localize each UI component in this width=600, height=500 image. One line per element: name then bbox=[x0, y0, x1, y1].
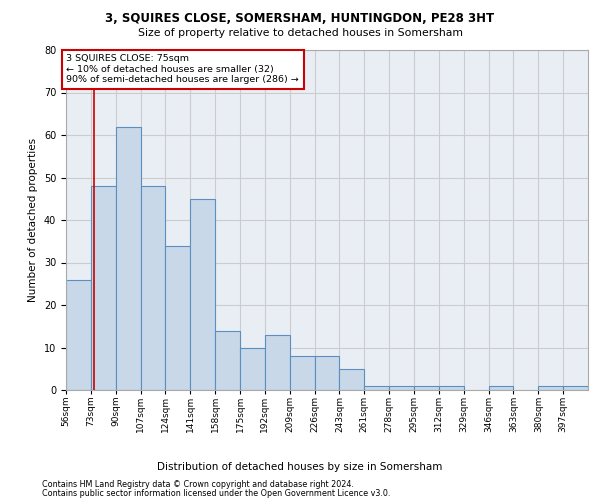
Bar bbox=[66, 280, 91, 390]
Bar bbox=[364, 386, 389, 390]
Bar bbox=[166, 246, 190, 390]
Text: Distribution of detached houses by size in Somersham: Distribution of detached houses by size … bbox=[157, 462, 443, 472]
Bar bbox=[140, 186, 166, 390]
Bar bbox=[215, 330, 240, 390]
Text: Contains public sector information licensed under the Open Government Licence v3: Contains public sector information licen… bbox=[42, 488, 391, 498]
Bar bbox=[116, 126, 140, 390]
Bar bbox=[439, 386, 464, 390]
Bar bbox=[389, 386, 414, 390]
Bar bbox=[190, 198, 215, 390]
Bar bbox=[538, 386, 563, 390]
Y-axis label: Number of detached properties: Number of detached properties bbox=[28, 138, 38, 302]
Bar bbox=[414, 386, 439, 390]
Bar bbox=[340, 369, 364, 390]
Bar bbox=[240, 348, 265, 390]
Text: Contains HM Land Registry data © Crown copyright and database right 2024.: Contains HM Land Registry data © Crown c… bbox=[42, 480, 354, 489]
Text: 3, SQUIRES CLOSE, SOMERSHAM, HUNTINGDON, PE28 3HT: 3, SQUIRES CLOSE, SOMERSHAM, HUNTINGDON,… bbox=[106, 12, 494, 26]
Text: 3 SQUIRES CLOSE: 75sqm
← 10% of detached houses are smaller (32)
90% of semi-det: 3 SQUIRES CLOSE: 75sqm ← 10% of detached… bbox=[67, 54, 299, 84]
Bar bbox=[290, 356, 314, 390]
Bar bbox=[488, 386, 514, 390]
Bar bbox=[314, 356, 340, 390]
Bar bbox=[563, 386, 588, 390]
Text: Size of property relative to detached houses in Somersham: Size of property relative to detached ho… bbox=[137, 28, 463, 38]
Bar bbox=[265, 335, 290, 390]
Bar bbox=[91, 186, 116, 390]
